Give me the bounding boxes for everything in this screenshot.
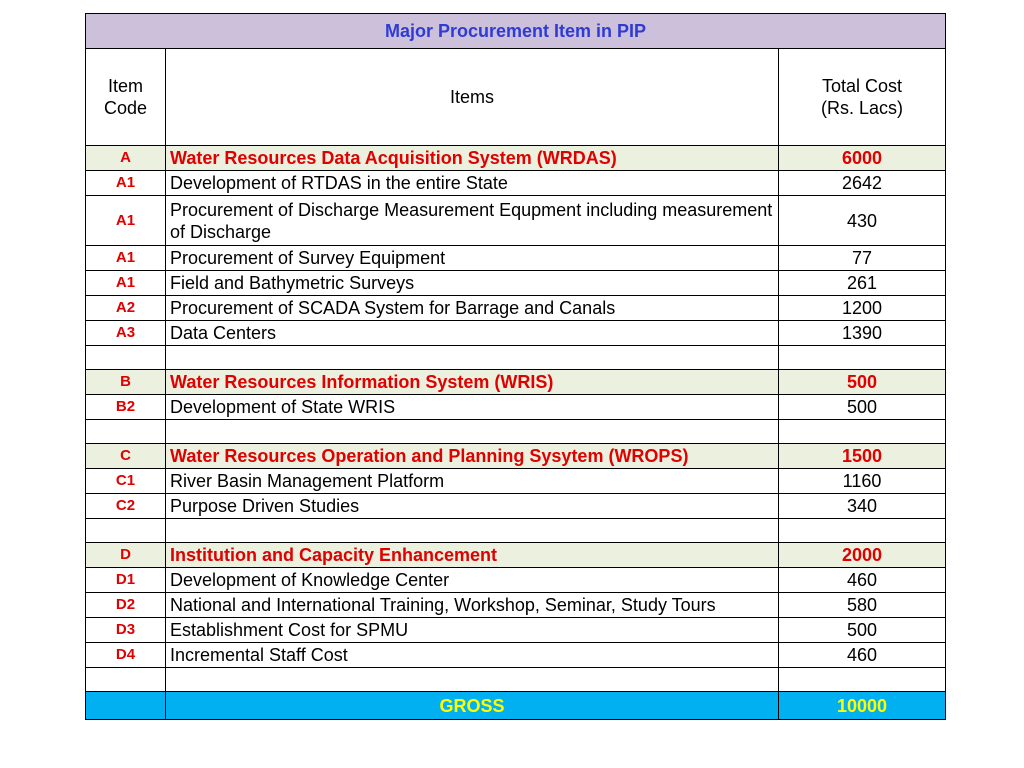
section-code: B [85, 369, 166, 395]
blank-cell [85, 419, 166, 444]
item-cost: 1390 [777, 320, 947, 346]
blank-cell [165, 345, 779, 370]
table-row: A1 Procurement of Discharge Measurement E… [85, 195, 947, 246]
item-cost: 2642 [777, 170, 947, 196]
blank-cell [85, 345, 166, 370]
item-name: Purpose Driven Studies [165, 493, 779, 519]
header-total-cost: Total Cost (Rs. Lacs) [777, 48, 947, 146]
section-name: Institution and Capacity Enhancement [165, 542, 779, 568]
blank-cell [777, 419, 947, 444]
section-total: 6000 [777, 145, 947, 171]
item-name: Data Centers [165, 320, 779, 346]
table-row: A1 Field and Bathymetric Surveys 261 [85, 270, 947, 296]
item-name: Procurement of SCADA System for Barrage … [165, 295, 779, 321]
item-name: Development of Knowledge Center [165, 567, 779, 593]
table-row: D3 Establishment Cost for SPMU 500 [85, 617, 947, 643]
item-name: Development of State WRIS [165, 394, 779, 420]
header-total-cost-text: Total Cost (Rs. Lacs) [821, 76, 904, 118]
item-code: B2 [85, 394, 166, 420]
blank-cell [777, 518, 947, 543]
item-code: A1 [85, 245, 166, 271]
blank-cell [777, 345, 947, 370]
blank-cell [85, 518, 166, 543]
section-code: C [85, 443, 166, 469]
section-row: D Institution and Capacity Enhancement 200… [85, 542, 947, 568]
item-code: A3 [85, 320, 166, 346]
item-code: A1 [85, 270, 166, 296]
item-code: D2 [85, 592, 166, 618]
blank-cell [165, 667, 779, 692]
item-cost: 1160 [777, 468, 947, 494]
table-row: C2 Purpose Driven Studies 340 [85, 493, 947, 519]
blank-cell [165, 419, 779, 444]
item-code: A1 [85, 170, 166, 196]
item-cost: 430 [777, 195, 947, 246]
section-name: Water Resources Operation and Planning S… [165, 443, 779, 469]
header-items: Items [165, 48, 779, 146]
gross-label: GROSS [165, 691, 779, 720]
item-cost: 1200 [777, 295, 947, 321]
blank-row [85, 667, 947, 692]
section-row: C Water Resources Operation and Planning … [85, 443, 947, 469]
section-code: D [85, 542, 166, 568]
table-row: A2 Procurement of SCADA System for Barrag… [85, 295, 947, 321]
item-cost: 340 [777, 493, 947, 519]
item-code: D3 [85, 617, 166, 643]
item-name: Procurement of Survey Equipment [165, 245, 779, 271]
item-cost: 460 [777, 642, 947, 668]
section-total: 500 [777, 369, 947, 395]
blank-row [85, 518, 947, 543]
blank-cell [85, 667, 166, 692]
procurement-table: Major Procurement Item in PIP Item Code … [84, 13, 947, 720]
item-code: A1 [85, 195, 166, 246]
table-body: Major Procurement Item in PIP Item Code … [84, 13, 947, 720]
blank-cell [165, 518, 779, 543]
table-row: D2 National and International Training, W… [85, 592, 947, 618]
table-title: Major Procurement Item in PIP [84, 13, 947, 49]
section-row: B Water Resources Information System (WRI… [85, 369, 947, 395]
section-total: 1500 [777, 443, 947, 469]
item-cost: 500 [777, 394, 947, 420]
table-row: C1 River Basin Management Platform 1160 [85, 468, 947, 494]
table-row: A1 Development of RTDAS in the entire Sta… [85, 170, 947, 196]
item-code: C1 [85, 468, 166, 494]
title-row: Major Procurement Item in PIP [84, 13, 947, 49]
section-name: Water Resources Information System (WRIS… [165, 369, 779, 395]
table-row: D4 Incremental Staff Cost 460 [85, 642, 947, 668]
item-cost: 580 [777, 592, 947, 618]
section-total: 2000 [777, 542, 947, 568]
item-name: Development of RTDAS in the entire State [165, 170, 779, 196]
gross-value: 10000 [777, 691, 947, 720]
section-name: Water Resources Data Acquisition System … [165, 145, 779, 171]
item-name: Establishment Cost for SPMU [165, 617, 779, 643]
item-name: National and International Training, Wor… [165, 592, 779, 618]
table-row: B2 Development of State WRIS 500 [85, 394, 947, 420]
item-name: Incremental Staff Cost [165, 642, 779, 668]
item-code: A2 [85, 295, 166, 321]
gross-code-cell [85, 691, 166, 720]
item-code: D1 [85, 567, 166, 593]
table-row: D1 Development of Knowledge Center 460 [85, 567, 947, 593]
item-cost: 460 [777, 567, 947, 593]
header-items-text: Items [449, 87, 494, 107]
header-item-code-text: Item Code [103, 76, 148, 118]
gross-row: GROSS 10000 [85, 691, 947, 720]
item-name: Procurement of Discharge Measurement Equ… [165, 195, 779, 246]
item-name: Field and Bathymetric Surveys [165, 270, 779, 296]
item-code: D4 [85, 642, 166, 668]
blank-row [85, 419, 947, 444]
table-row: A1 Procurement of Survey Equipment 77 [85, 245, 947, 271]
header-row: Item Code Items Total Cost (Rs. Lacs) [85, 48, 947, 146]
blank-row [85, 345, 947, 370]
header-item-code: Item Code [85, 48, 166, 146]
item-name: River Basin Management Platform [165, 468, 779, 494]
item-cost: 77 [777, 245, 947, 271]
blank-cell [777, 667, 947, 692]
section-row: A Water Resources Data Acquisition System… [85, 145, 947, 171]
item-code: C2 [85, 493, 166, 519]
table-row: A3 Data Centers 1390 [85, 320, 947, 346]
item-cost: 500 [777, 617, 947, 643]
section-code: A [85, 145, 166, 171]
item-cost: 261 [777, 270, 947, 296]
